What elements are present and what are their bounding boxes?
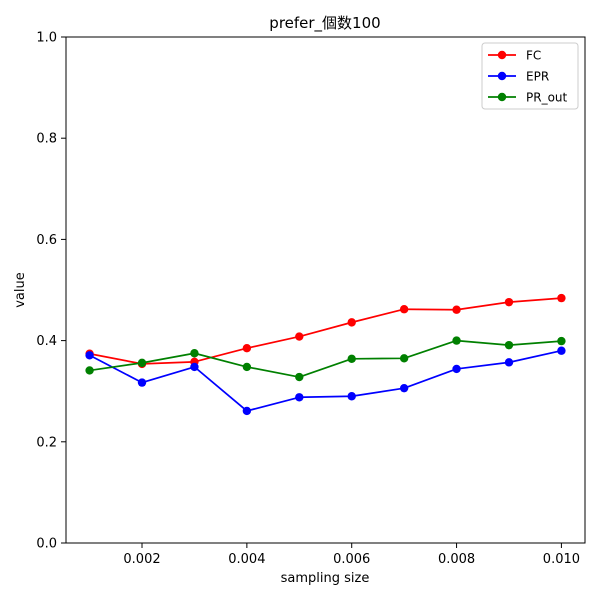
legend-label: EPR xyxy=(526,70,549,84)
data-point xyxy=(557,293,566,303)
y-tick-label: 1.0 xyxy=(36,31,57,46)
data-point xyxy=(190,349,199,358)
data-point xyxy=(85,366,94,375)
data-point xyxy=(190,362,199,372)
legend-label: FC xyxy=(526,49,541,63)
legend-marker xyxy=(497,50,507,60)
data-point xyxy=(242,343,252,353)
legend: FC EPR PR_out xyxy=(481,42,579,110)
series-line xyxy=(89,339,562,378)
data-point xyxy=(85,351,94,360)
y-tick-label: 0.8 xyxy=(36,132,57,147)
x-tick-label: 0.010 xyxy=(543,552,580,567)
legend-item: PR_out xyxy=(488,91,568,105)
data-point xyxy=(504,297,514,307)
data-point xyxy=(347,354,356,364)
y-tick-label: 0.4 xyxy=(36,334,57,349)
plot-area xyxy=(85,293,566,416)
series-fc xyxy=(85,293,566,369)
legend-marker xyxy=(497,71,507,81)
y-tick-label: 0.6 xyxy=(36,233,57,248)
y-tick-label: 0.2 xyxy=(36,435,57,450)
data-point xyxy=(295,372,304,382)
x-tick-label: 0.004 xyxy=(228,552,265,567)
data-point xyxy=(242,362,252,372)
x-axis-label: sampling size xyxy=(281,571,370,586)
series-epr xyxy=(85,346,566,416)
x-tick-label: 0.006 xyxy=(333,552,370,567)
series-pr-out xyxy=(85,336,566,382)
y-tick-label: 0.0 xyxy=(36,537,57,552)
data-point xyxy=(504,340,514,350)
legend-item: EPR xyxy=(488,70,549,84)
data-point xyxy=(347,318,356,327)
data-point xyxy=(242,406,252,416)
data-point xyxy=(452,336,461,345)
legend-marker xyxy=(497,92,507,102)
data-point xyxy=(347,392,356,401)
data-point xyxy=(557,346,566,355)
legend-box xyxy=(481,42,579,110)
data-point xyxy=(399,305,409,314)
data-point xyxy=(399,354,409,363)
data-point xyxy=(504,358,514,367)
y-axis-label: value xyxy=(13,272,28,308)
legend-label: PR_out xyxy=(526,91,568,105)
axes: 0.002 0.004 0.006 0.008 0.010 0.0 0.2 0.4 0.6 0.8… xyxy=(36,31,586,567)
data-point xyxy=(452,364,461,374)
legend-item: FC xyxy=(488,49,541,63)
x-tick-label: 0.008 xyxy=(438,552,475,567)
data-point xyxy=(557,336,566,346)
data-point xyxy=(295,332,304,341)
series-line xyxy=(89,349,562,412)
data-point xyxy=(295,393,304,402)
chart-title: prefer_個数100 xyxy=(269,14,380,33)
data-point xyxy=(399,383,409,393)
data-point xyxy=(452,305,461,314)
plot-frame xyxy=(65,36,586,544)
series-line xyxy=(89,297,562,365)
x-tick-label: 0.002 xyxy=(123,552,160,567)
data-point xyxy=(137,378,147,387)
data-point xyxy=(137,358,147,368)
